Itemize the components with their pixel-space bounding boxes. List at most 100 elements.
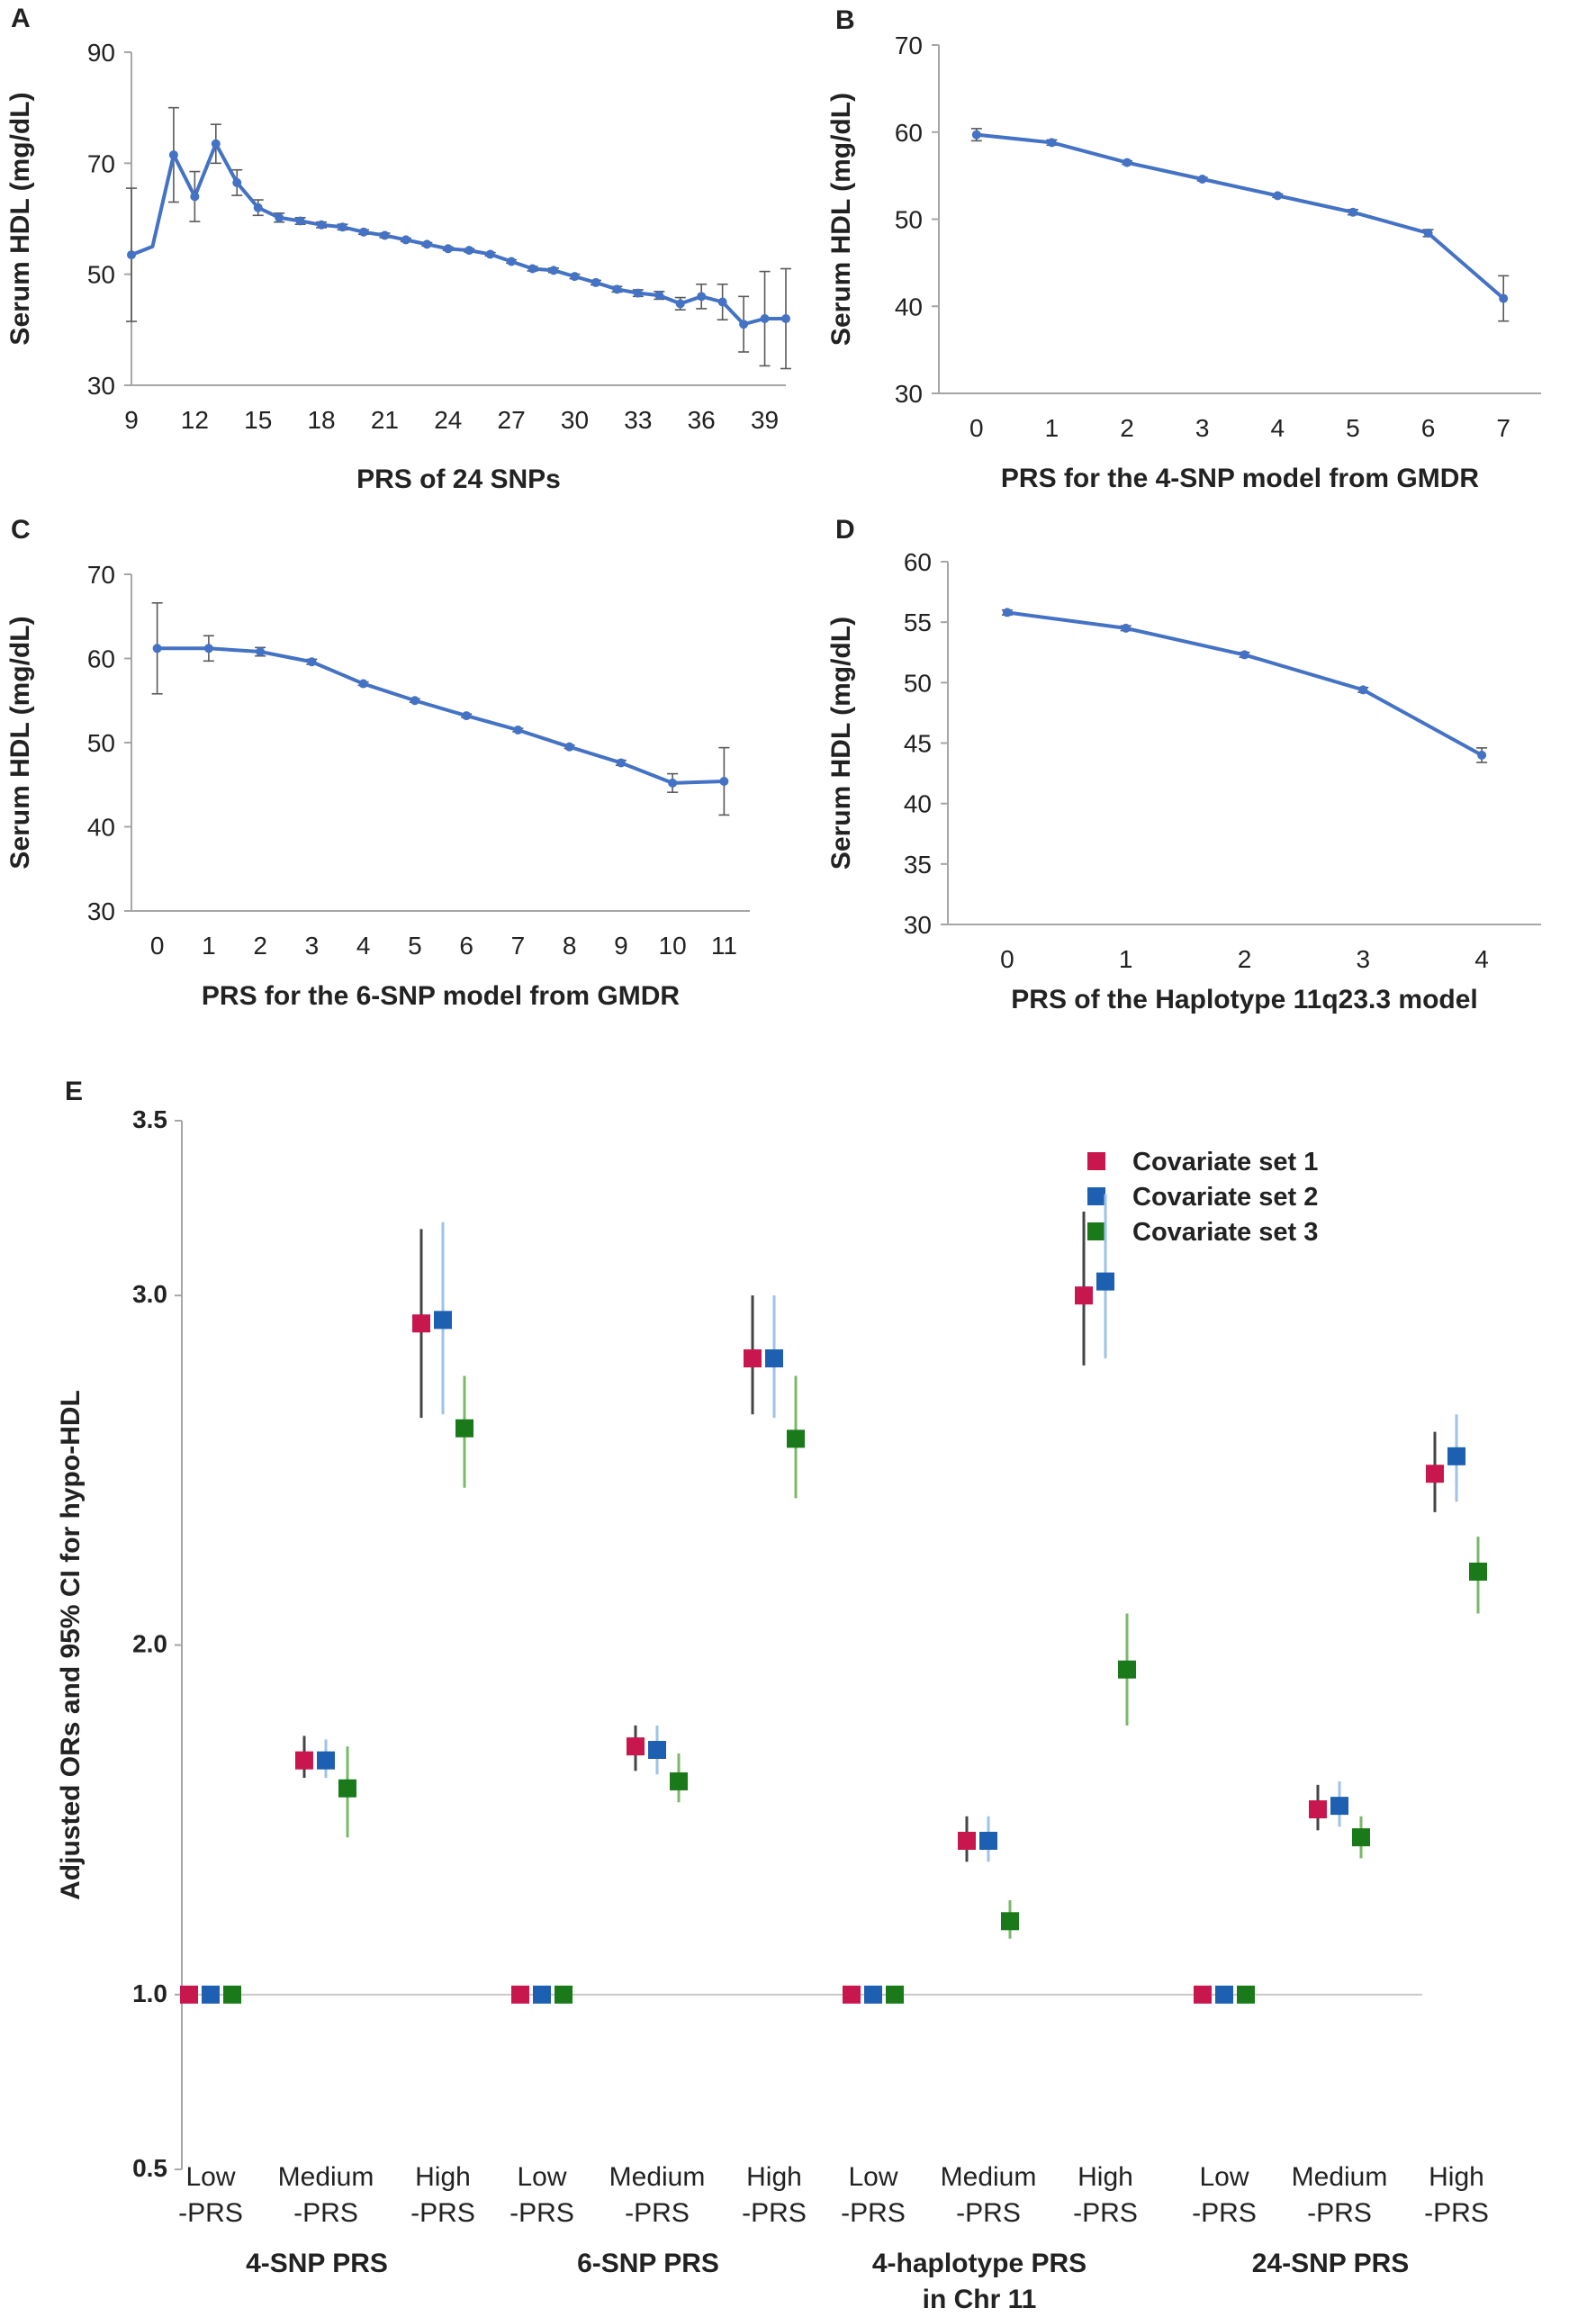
data-point [380,230,390,240]
y-tick-label: 40 [904,790,932,818]
category-label-line1: Medium [941,2162,1037,2192]
y-tick-label: 50 [904,669,932,697]
group-title: 6-SNP PRS [577,2249,719,2278]
category-label-line1: Medium [278,2162,374,2192]
x-tick-label: 9 [124,406,139,434]
data-point [295,216,305,226]
data-point [1047,138,1057,148]
data-point [668,778,678,788]
panel-letter: A [11,4,31,33]
data-point [739,320,749,329]
data-point [971,130,981,140]
y-axis-title: Serum HDL (mg/dL) [826,93,856,346]
or-marker [886,1985,904,2004]
category-label-line1: Low [848,2162,897,2192]
x-tick-label: 9 [614,932,628,960]
x-tick-label: 11 [711,932,737,960]
category-label-line2: -PRS [178,2198,243,2228]
y-tick-label: 55 [904,609,932,636]
or-marker [1447,1447,1465,1465]
category-label-line2: -PRS [509,2198,574,2228]
x-tick-label: 24 [434,406,462,434]
or-marker [670,1772,688,1790]
y-axis-title: Serum HDL (mg/dL) [5,616,35,869]
panel-b: B 30 40 50 60 70 0 1 2 3 4 5 6 7 PRS for the 4-SNP mod… [826,5,1541,493]
x-tick-label: 3 [305,932,320,960]
y-tick-label: 90 [87,39,115,67]
data-point [1273,191,1283,201]
data-point [253,203,263,212]
panel-d: D 30 35 40 45 50 55 60 0 1 2 3 4 PRS of the Haplotype… [826,515,1541,1014]
category-label-line1: Medium [609,2162,706,2192]
category-label-line2: -PRS [1073,2198,1138,2228]
y-tick-label: 40 [895,293,923,320]
data-point [654,291,664,301]
y-tick-label: 30 [904,911,932,939]
or-marker [223,1985,241,2004]
x-tick-label: 33 [624,406,652,434]
x-tick-label: 18 [307,406,335,434]
category-label-line2: -PRS [956,2198,1021,2228]
series-line [131,141,786,327]
or-marker [555,1985,573,2004]
series-line [1006,610,1483,757]
data-point [410,696,419,706]
data-point [507,257,517,266]
data-point [616,758,626,768]
x-tick-label: 4 [356,932,371,960]
data-point [1121,623,1131,633]
x-tick-label: 1 [202,932,216,960]
data-point [1197,174,1207,184]
legend-label-1: Covariate set 1 [1132,1148,1318,1177]
x-axis-title: PRS for the 4-SNP model from GMDR [1001,464,1480,493]
category-label-line2: -PRS [1307,2198,1372,2228]
x-tick-label: 0 [969,414,984,442]
category-label-line1: Low [1199,2162,1249,2192]
y-tick-label: 60 [904,548,932,576]
legend-label-3: Covariate set 3 [1132,1218,1318,1247]
panel-c: C 30 40 50 60 70 0 1 2 3 4 5 6 7 8 9 10 11 PRS for the 6-S… [5,515,750,1011]
or-marker [958,1831,976,1850]
panel-letter: E [65,1077,83,1106]
data-point [633,288,643,298]
series-line [976,132,1505,301]
or-marker [317,1751,335,1770]
x-axis-title: PRS for the 6-SNP model from GMDR [202,981,681,1011]
or-marker [1001,1912,1019,1931]
data-point [422,239,432,249]
legend: Covariate set 1 Covariate set 2 Covariate … [1087,1148,1318,1247]
data-point [485,249,495,259]
panel-letter: B [835,5,855,35]
x-axis-title: PRS of 24 SNPs [356,464,561,494]
y-axis-title: Adjusted ORs and 95% CI for hypo-HDL [56,1390,86,1900]
or-marker [744,1349,762,1368]
category-label-line1: Medium [1292,2162,1388,2192]
data-point [675,299,685,309]
data-point [1240,650,1249,660]
data-point [1423,228,1433,238]
or-marker [787,1429,805,1448]
or-marker [1469,1562,1487,1581]
data-point [401,235,410,245]
or-marker [1309,1800,1327,1819]
y-tick-label: 1.0 [132,1979,167,2007]
data-point [168,150,178,160]
y-tick-label: 70 [87,149,115,177]
category-label-line2: -PRS [841,2198,906,2228]
x-tick-label: 2 [253,932,267,960]
data-point [462,711,472,721]
data-point [307,657,317,667]
or-marker [295,1751,313,1770]
or-marker [434,1311,452,1330]
or-marker [455,1419,473,1438]
x-tick-label: 7 [1496,414,1510,442]
group-title: 4-haplotype PRS [872,2249,1087,2278]
y-tick-label: 0.5 [132,2154,167,2182]
y-tick-label: 40 [87,814,115,842]
category-label-line2: -PRS [1424,2198,1489,2228]
data-point [358,679,368,689]
category-label-line2: -PRS [293,2198,358,2228]
group-4: Low -PRS Medium -PRS High -PRS 24-SNP PRS [1192,1414,1489,2278]
or-marker [1096,1272,1114,1291]
y-axis-title: Serum HDL (mg/dL) [5,92,35,345]
